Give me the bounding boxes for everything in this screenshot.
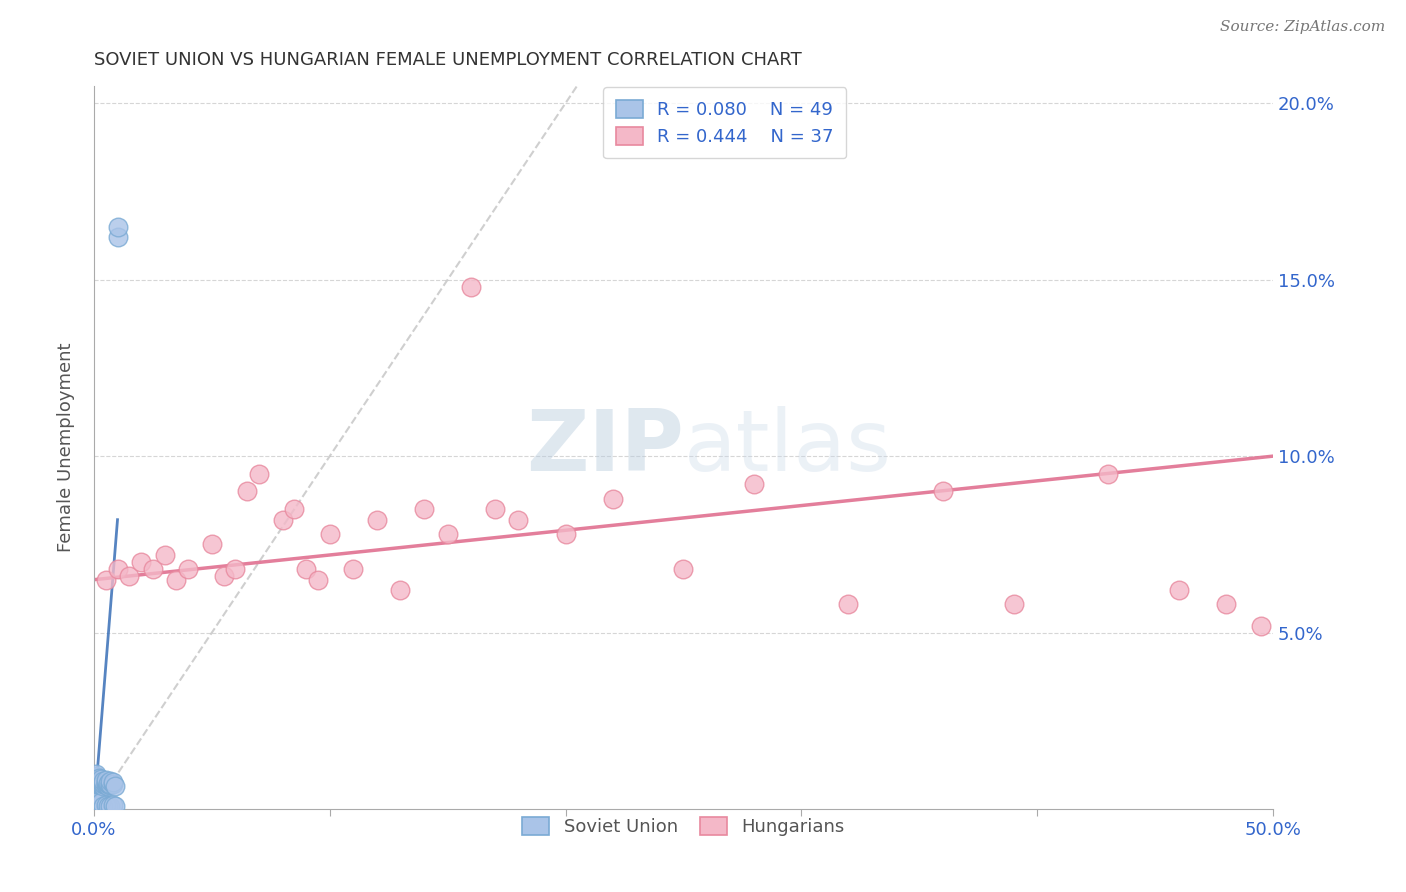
Point: [93, 777, 115, 791]
Point: [87, 772, 110, 786]
Text: SOVIET UNION VS HUNGARIAN FEMALE UNEMPLOYMENT CORRELATION CHART: SOVIET UNION VS HUNGARIAN FEMALE UNEMPLO…: [94, 51, 801, 69]
Point: [101, 774, 124, 789]
Point: [366, 513, 388, 527]
Point: [1215, 598, 1237, 612]
Point: [100, 798, 122, 813]
Point: [413, 502, 436, 516]
Point: [177, 562, 200, 576]
Point: [84, 767, 107, 781]
Point: [94, 778, 117, 792]
Point: [84, 786, 107, 800]
Point: [94, 797, 117, 812]
Point: [104, 779, 127, 793]
Point: [118, 569, 141, 583]
Point: [107, 219, 129, 234]
Point: [201, 537, 224, 551]
Point: [1002, 598, 1025, 612]
Point: [90, 773, 112, 788]
Point: [1167, 583, 1189, 598]
Point: [94, 777, 117, 791]
Point: [94, 773, 117, 788]
Point: [342, 562, 364, 576]
Point: [90, 777, 112, 791]
Point: [460, 279, 482, 293]
Point: [672, 562, 695, 576]
Point: [932, 484, 955, 499]
Point: [295, 562, 318, 576]
Point: [142, 562, 165, 576]
Point: [87, 771, 110, 785]
Point: [84, 770, 107, 784]
Y-axis label: Female Unemployment: Female Unemployment: [58, 343, 75, 552]
Point: [97, 777, 120, 791]
Point: [107, 562, 129, 576]
Point: [93, 775, 115, 789]
Point: [247, 467, 270, 481]
Point: [84, 773, 107, 788]
Point: [87, 773, 110, 788]
Point: [236, 484, 259, 499]
Point: [101, 777, 124, 791]
Point: [508, 513, 530, 527]
Point: [94, 774, 117, 789]
Point: [104, 798, 127, 813]
Point: [389, 583, 412, 598]
Point: [90, 778, 112, 792]
Point: [84, 777, 107, 791]
Point: [93, 779, 115, 793]
Point: [93, 773, 115, 788]
Point: [742, 477, 765, 491]
Point: [1097, 467, 1119, 481]
Point: [93, 798, 115, 813]
Point: [87, 775, 110, 789]
Point: [84, 798, 107, 813]
Text: Source: ZipAtlas.com: Source: ZipAtlas.com: [1219, 20, 1385, 34]
Point: [484, 502, 506, 516]
Point: [554, 526, 576, 541]
Point: [90, 795, 112, 809]
Point: [84, 795, 107, 809]
Point: [94, 573, 117, 587]
Point: [283, 502, 305, 516]
Point: [602, 491, 624, 506]
Point: [87, 777, 110, 791]
Point: [224, 562, 246, 576]
Point: [166, 573, 188, 587]
Legend: Soviet Union, Hungarians: Soviet Union, Hungarians: [515, 810, 852, 844]
Point: [307, 573, 329, 587]
Point: [90, 772, 112, 786]
Point: [84, 780, 107, 795]
Point: [837, 598, 859, 612]
Point: [129, 555, 152, 569]
Point: [84, 773, 107, 788]
Point: [1250, 618, 1272, 632]
Text: atlas: atlas: [683, 406, 891, 489]
Point: [97, 779, 120, 793]
Point: [97, 798, 120, 813]
Text: ZIP: ZIP: [526, 406, 683, 489]
Point: [101, 797, 124, 812]
Point: [107, 230, 129, 244]
Point: [84, 774, 107, 789]
Point: [84, 775, 107, 789]
Point: [84, 772, 107, 786]
Point: [84, 769, 107, 783]
Point: [319, 526, 342, 541]
Point: [87, 797, 110, 811]
Point: [97, 775, 120, 789]
Point: [436, 526, 458, 541]
Point: [100, 778, 122, 792]
Point: [100, 777, 122, 791]
Point: [153, 548, 176, 562]
Point: [212, 569, 235, 583]
Point: [100, 773, 122, 788]
Point: [271, 513, 294, 527]
